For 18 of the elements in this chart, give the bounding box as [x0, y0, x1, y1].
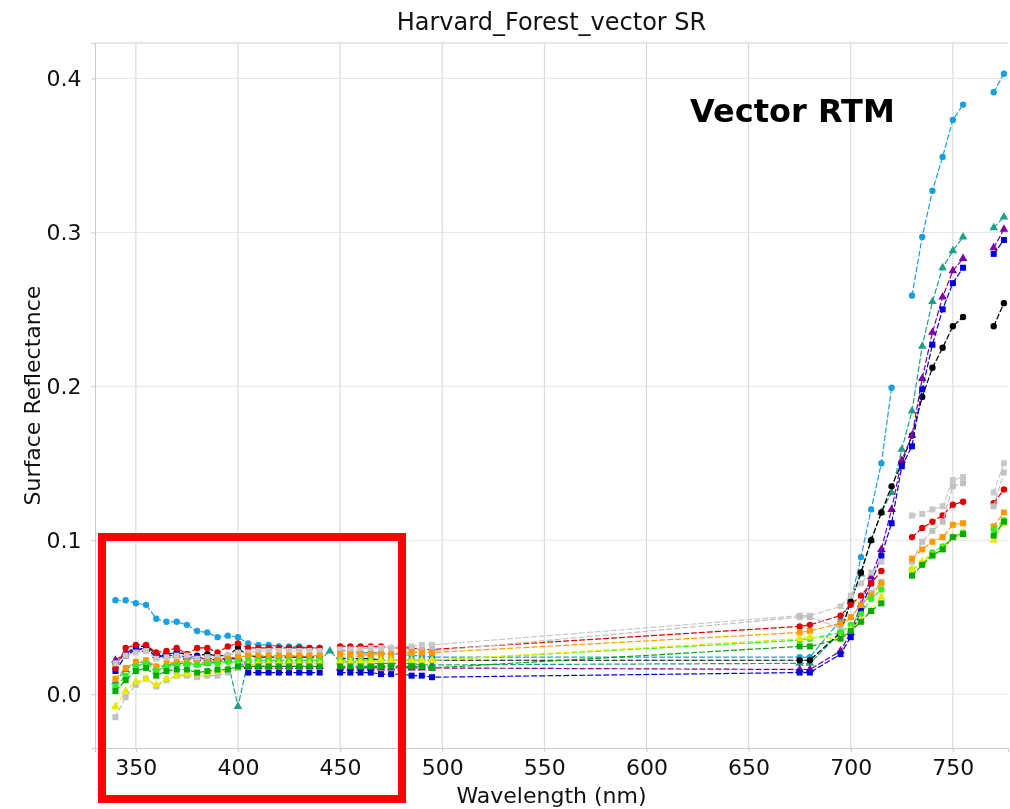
x-tick-label: 450	[319, 754, 362, 780]
y-tick-label: 0.4	[46, 65, 82, 91]
x-axis-title: Wavelength (nm)	[456, 783, 647, 808]
x-tick-label: 700	[830, 754, 873, 780]
annotation: Vector RTM	[690, 92, 895, 130]
x-tick-label: 550	[523, 754, 566, 780]
x-tick-label: 600	[625, 754, 668, 780]
y-tick-label: 0.0	[46, 681, 82, 707]
x-tick-label: 650	[728, 754, 771, 780]
y-tick-label: 0.1	[46, 527, 82, 553]
x-tick-label: 500	[421, 754, 464, 780]
y-tick-label: 0.3	[46, 219, 82, 245]
y-tick-label: 0.2	[46, 373, 82, 399]
y-axis-title: Surface Reflectance	[20, 285, 45, 506]
x-tick-label: 750	[932, 754, 975, 780]
x-tick-label: 400	[217, 754, 260, 780]
x-tick-label: 350	[115, 754, 158, 780]
chart-title: Harvard_Forest_vector SR	[396, 8, 707, 36]
